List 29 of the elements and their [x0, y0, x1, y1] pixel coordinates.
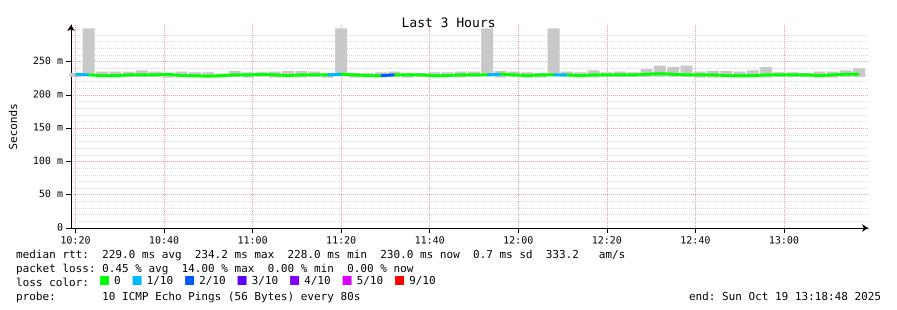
text: median rtt: 229.0 ms avg 234.2 ms max 228.0 ms min 230.0 ms now 0.7 ms sd 333.2 am/s: [16, 248, 626, 261]
x-tick-label: 11:00: [237, 236, 268, 246]
legend-label: 5/10: [356, 274, 384, 287]
legend-label: 1/10: [146, 274, 174, 287]
x-tick-label: 10:40: [148, 236, 180, 246]
x-tick-label: 13:00: [768, 236, 799, 246]
y-tick-label: 250 m: [32, 56, 63, 68]
x-tick-label: 11:40: [414, 236, 445, 246]
x-tick-label: 10:20: [60, 236, 90, 246]
text: packet loss: 0.45 % avg 14.00 % max 0.00 % min 0.00 % now: [16, 262, 414, 275]
x-tick-label: 12:00: [503, 236, 534, 246]
legend-label: 4/10: [304, 274, 331, 287]
legend-label: 0: [114, 274, 121, 287]
chart-title: Last 3 Hours: [402, 16, 496, 31]
y-tick-label: 100 m: [32, 156, 63, 167]
y-tick-label: 0: [56, 222, 63, 234]
legend-label: 2/10: [199, 274, 226, 287]
y-tick-label: 50 m: [38, 189, 63, 200]
x-tick-label: 11:20: [326, 236, 356, 246]
legend-label: 3/10: [252, 274, 278, 287]
y-tick-label: 150 m: [32, 122, 63, 134]
y-axis-title: Seconds: [7, 103, 20, 150]
y-tick-label: 200 m: [32, 89, 63, 100]
text: probe: 10 ICMP Echo Pings (56 Bytes) every 80s: [16, 290, 360, 303]
text: end: Sun Oct 19 13:18:48 2025: [688, 290, 881, 303]
x-tick-label: 12:40: [680, 236, 710, 246]
x-tick-label: 12:20: [592, 236, 622, 246]
text: loss color:: [16, 276, 89, 289]
legend-label: 9/10: [409, 274, 436, 287]
